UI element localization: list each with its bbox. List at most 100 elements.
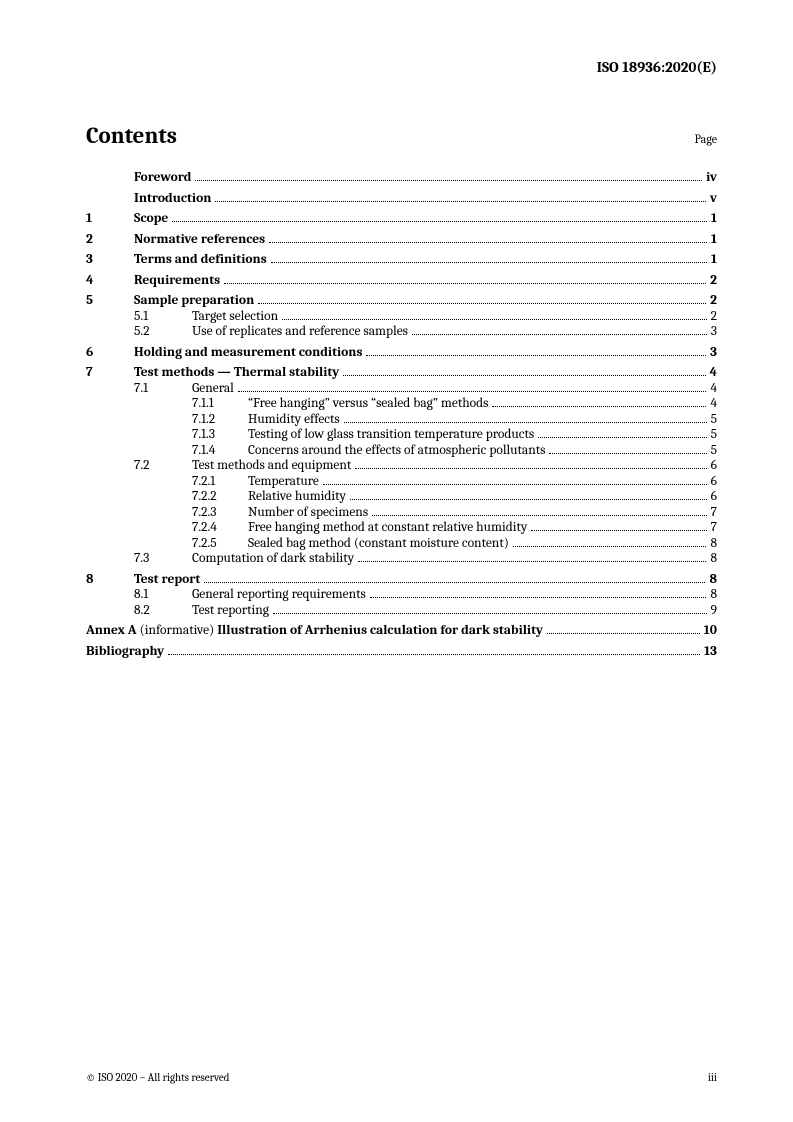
toc-entry[interactable]: Foreword iv <box>86 171 717 185</box>
toc-subsubsection-number: 7.1.3 <box>192 428 248 442</box>
toc-entry-title: Normative references <box>134 233 267 247</box>
toc-page-number: 13 <box>702 645 717 659</box>
toc-entry-title: Annex A (informative) Illustration of Ar… <box>86 624 545 638</box>
footer-copyright: © ISO 2020 – All rights reserved <box>86 1071 229 1084</box>
toc-section-number: 3 <box>86 253 134 267</box>
toc-entry[interactable]: 5.1Target selection2 <box>86 310 717 324</box>
toc-entry[interactable]: 1Scope1 <box>86 212 717 226</box>
toc-page-number: 4 <box>708 366 717 380</box>
toc-entry[interactable]: 7Test methods — Thermal stability4 <box>86 366 717 380</box>
toc-subsubsection-number: 7.2.2 <box>192 490 248 504</box>
toc-entry[interactable]: 7.3Computation of dark stability8 <box>86 552 717 566</box>
toc-entry-title: Free hanging method at constant relative… <box>248 521 529 535</box>
toc-entry-bibliography[interactable]: Bibliography 13 <box>86 645 717 659</box>
toc-leader <box>238 391 707 392</box>
toc-page-number: 1 <box>709 212 717 226</box>
toc-entry[interactable]: 7.1.1“Free hanging” versus “sealed bag” … <box>86 397 717 411</box>
toc-leader <box>215 201 706 202</box>
toc-section-number: 4 <box>86 274 134 288</box>
toc-entry[interactable]: 7.2.1Temperature6 <box>86 475 717 489</box>
toc-entry-title: Terms and definitions <box>134 253 269 267</box>
toc-section-number: 2 <box>86 233 134 247</box>
toc-page-number: 9 <box>709 604 717 618</box>
toc-entry[interactable]: 8Test report8 <box>86 573 717 587</box>
toc-leader <box>273 613 707 614</box>
toc-entry[interactable]: 5Sample preparation2 <box>86 294 717 308</box>
toc-entry[interactable]: 7.2Test methods and equipment6 <box>86 459 717 473</box>
toc-leader <box>358 561 706 562</box>
toc-section-number: 5 <box>86 294 134 308</box>
toc-subsection-number: 8.2 <box>134 604 192 618</box>
toc-entry[interactable]: 7.2.2Relative humidity 6 <box>86 490 717 504</box>
toc-leader <box>355 468 706 469</box>
toc-page-number: 1 <box>709 233 717 247</box>
toc-entry-title: Test reporting <box>192 604 271 618</box>
toc-entry-title: Number of specimens <box>248 506 370 520</box>
toc-entry-title: Testing of low glass transition temperat… <box>248 428 536 442</box>
toc-page-number: 10 <box>702 624 717 638</box>
toc-entry-title: Test methods — Thermal stability <box>134 366 341 380</box>
toc-leader <box>547 633 700 634</box>
toc-entry-title: Temperature <box>248 475 321 489</box>
toc-entry[interactable]: 6Holding and measurement conditions3 <box>86 346 717 360</box>
toc-entry[interactable]: 2Normative references 1 <box>86 233 717 247</box>
toc-entry-title: Introduction <box>134 192 213 206</box>
toc-leader <box>549 453 706 454</box>
toc-page-number: 8 <box>708 588 717 602</box>
toc-subsection-number: 7.3 <box>134 552 192 566</box>
toc-entry-title: Concerns around the effects of atmospher… <box>248 444 547 458</box>
toc-entry-title: Foreword <box>134 171 193 185</box>
toc-page-number: 6 <box>709 475 717 489</box>
toc-section-number: 8 <box>86 573 134 587</box>
toc-entry[interactable]: 8.1General reporting requirements 8 <box>86 588 717 602</box>
toc-page-number: v <box>708 192 717 206</box>
toc-page-number: 5 <box>709 444 717 458</box>
toc-leader <box>412 334 707 335</box>
toc-entry[interactable]: 7.1.3Testing of low glass transition tem… <box>86 428 717 442</box>
toc-leader <box>343 375 705 376</box>
toc-entry[interactable]: 7.2.5Sealed bag method (constant moistur… <box>86 537 717 551</box>
toc-entry-title: General <box>192 382 236 396</box>
toc-subsection-number: 8.1 <box>134 588 192 602</box>
toc-subsubsection-number: 7.1.1 <box>192 397 248 411</box>
toc-entry-title: General reporting requirements <box>192 588 368 602</box>
toc-leader <box>258 303 706 304</box>
toc-entry[interactable]: 7.1.4Concerns around the effects of atmo… <box>86 444 717 458</box>
toc-entry[interactable]: 7.1General4 <box>86 382 717 396</box>
footer-page-number: iii <box>708 1071 717 1084</box>
toc-page-number: 8 <box>707 573 717 587</box>
toc-leader <box>195 180 702 181</box>
toc-entry[interactable]: 7.2.4Free hanging method at constant rel… <box>86 521 717 535</box>
toc-entry[interactable]: 4Requirements2 <box>86 274 717 288</box>
toc-entry[interactable]: Introduction v <box>86 192 717 206</box>
toc-entry-annex[interactable]: Annex A (informative) Illustration of Ar… <box>86 624 717 638</box>
toc-entry-title: Target selection <box>192 310 280 324</box>
toc-leader <box>350 499 707 500</box>
toc-page-number: 3 <box>708 346 717 360</box>
toc-page-number: 3 <box>709 325 717 339</box>
toc-entry[interactable]: 5.2Use of replicates and reference sampl… <box>86 325 717 339</box>
toc-entry-title: Humidity effects <box>248 413 342 427</box>
toc-page-number: 5 <box>709 428 717 442</box>
toc-entry-title: Relative humidity <box>248 490 348 504</box>
toc-entry[interactable]: 7.2.3Number of specimens7 <box>86 506 717 520</box>
toc-leader <box>269 242 707 243</box>
toc-page-number: iv <box>704 171 717 185</box>
toc-entry[interactable]: 7.1.2Humidity effects5 <box>86 413 717 427</box>
toc-page-number: 2 <box>709 310 717 324</box>
toc-subsection-number: 5.2 <box>134 325 192 339</box>
toc-page-number: 6 <box>709 459 717 473</box>
toc-leader <box>172 221 707 222</box>
toc-section-number: 1 <box>86 212 134 226</box>
toc-entry-title: Bibliography <box>86 645 166 659</box>
toc-entry[interactable]: 8.2Test reporting 9 <box>86 604 717 618</box>
toc-leader <box>538 437 706 438</box>
toc-leader <box>224 283 706 284</box>
toc-leader <box>204 582 705 583</box>
toc-subsubsection-number: 7.2.3 <box>192 506 248 520</box>
toc-entry[interactable]: 3Terms and definitions1 <box>86 253 717 267</box>
toc-page-number: 8 <box>708 552 717 566</box>
toc-page-number: 6 <box>709 490 717 504</box>
contents-heading: Contents <box>86 122 177 149</box>
toc-entry-title: Sealed bag method (constant moisture con… <box>248 537 511 551</box>
